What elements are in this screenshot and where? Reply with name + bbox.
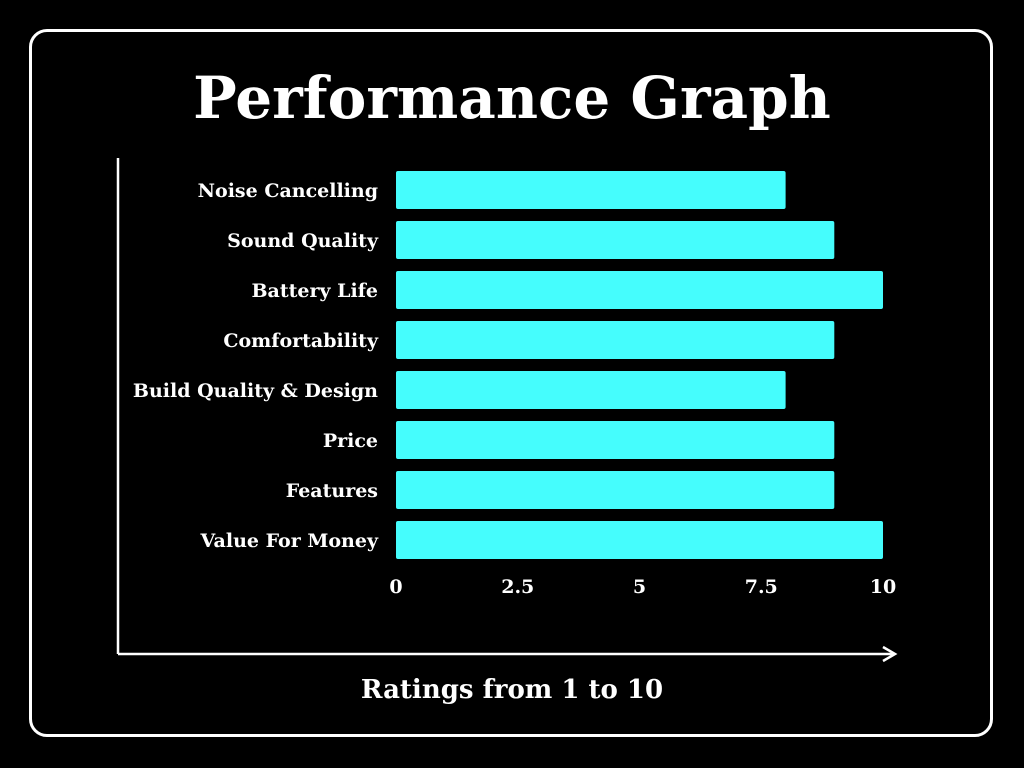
bar xyxy=(396,521,883,559)
category-labels-layer: Noise Cancelling Sound Quality Battery Lif… xyxy=(133,180,379,552)
bar xyxy=(396,271,883,309)
category-label: Battery Life xyxy=(251,280,378,302)
category-label: Sound Quality xyxy=(227,230,379,252)
bar xyxy=(396,471,835,509)
x-tick-label: 0 xyxy=(389,576,402,598)
category-label: Build Quality & Design xyxy=(133,380,378,402)
bar xyxy=(396,371,786,409)
bar xyxy=(396,421,835,459)
bars-layer xyxy=(396,171,883,559)
category-label: Comfortability xyxy=(223,330,379,352)
category-label: Features xyxy=(286,480,378,502)
x-tick-labels-layer: 0 2.5 5 7.5 10 xyxy=(389,576,896,598)
chart-title: Performance Graph xyxy=(193,64,831,132)
x-axis-label: Ratings from 1 to 10 xyxy=(360,675,664,705)
x-tick-label: 7.5 xyxy=(745,576,778,598)
x-tick-label: 10 xyxy=(870,576,896,598)
chart-frame xyxy=(29,29,993,737)
category-label: Value For Money xyxy=(200,530,379,552)
category-label: Price xyxy=(323,430,378,452)
x-tick-label: 2.5 xyxy=(501,576,534,598)
category-label: Noise Cancelling xyxy=(198,180,378,202)
axes-layer xyxy=(116,158,898,663)
x-axis-arrowhead xyxy=(882,645,898,663)
bar xyxy=(396,321,835,359)
bar xyxy=(396,221,835,259)
bar xyxy=(396,171,786,209)
x-tick-label: 5 xyxy=(633,576,646,598)
